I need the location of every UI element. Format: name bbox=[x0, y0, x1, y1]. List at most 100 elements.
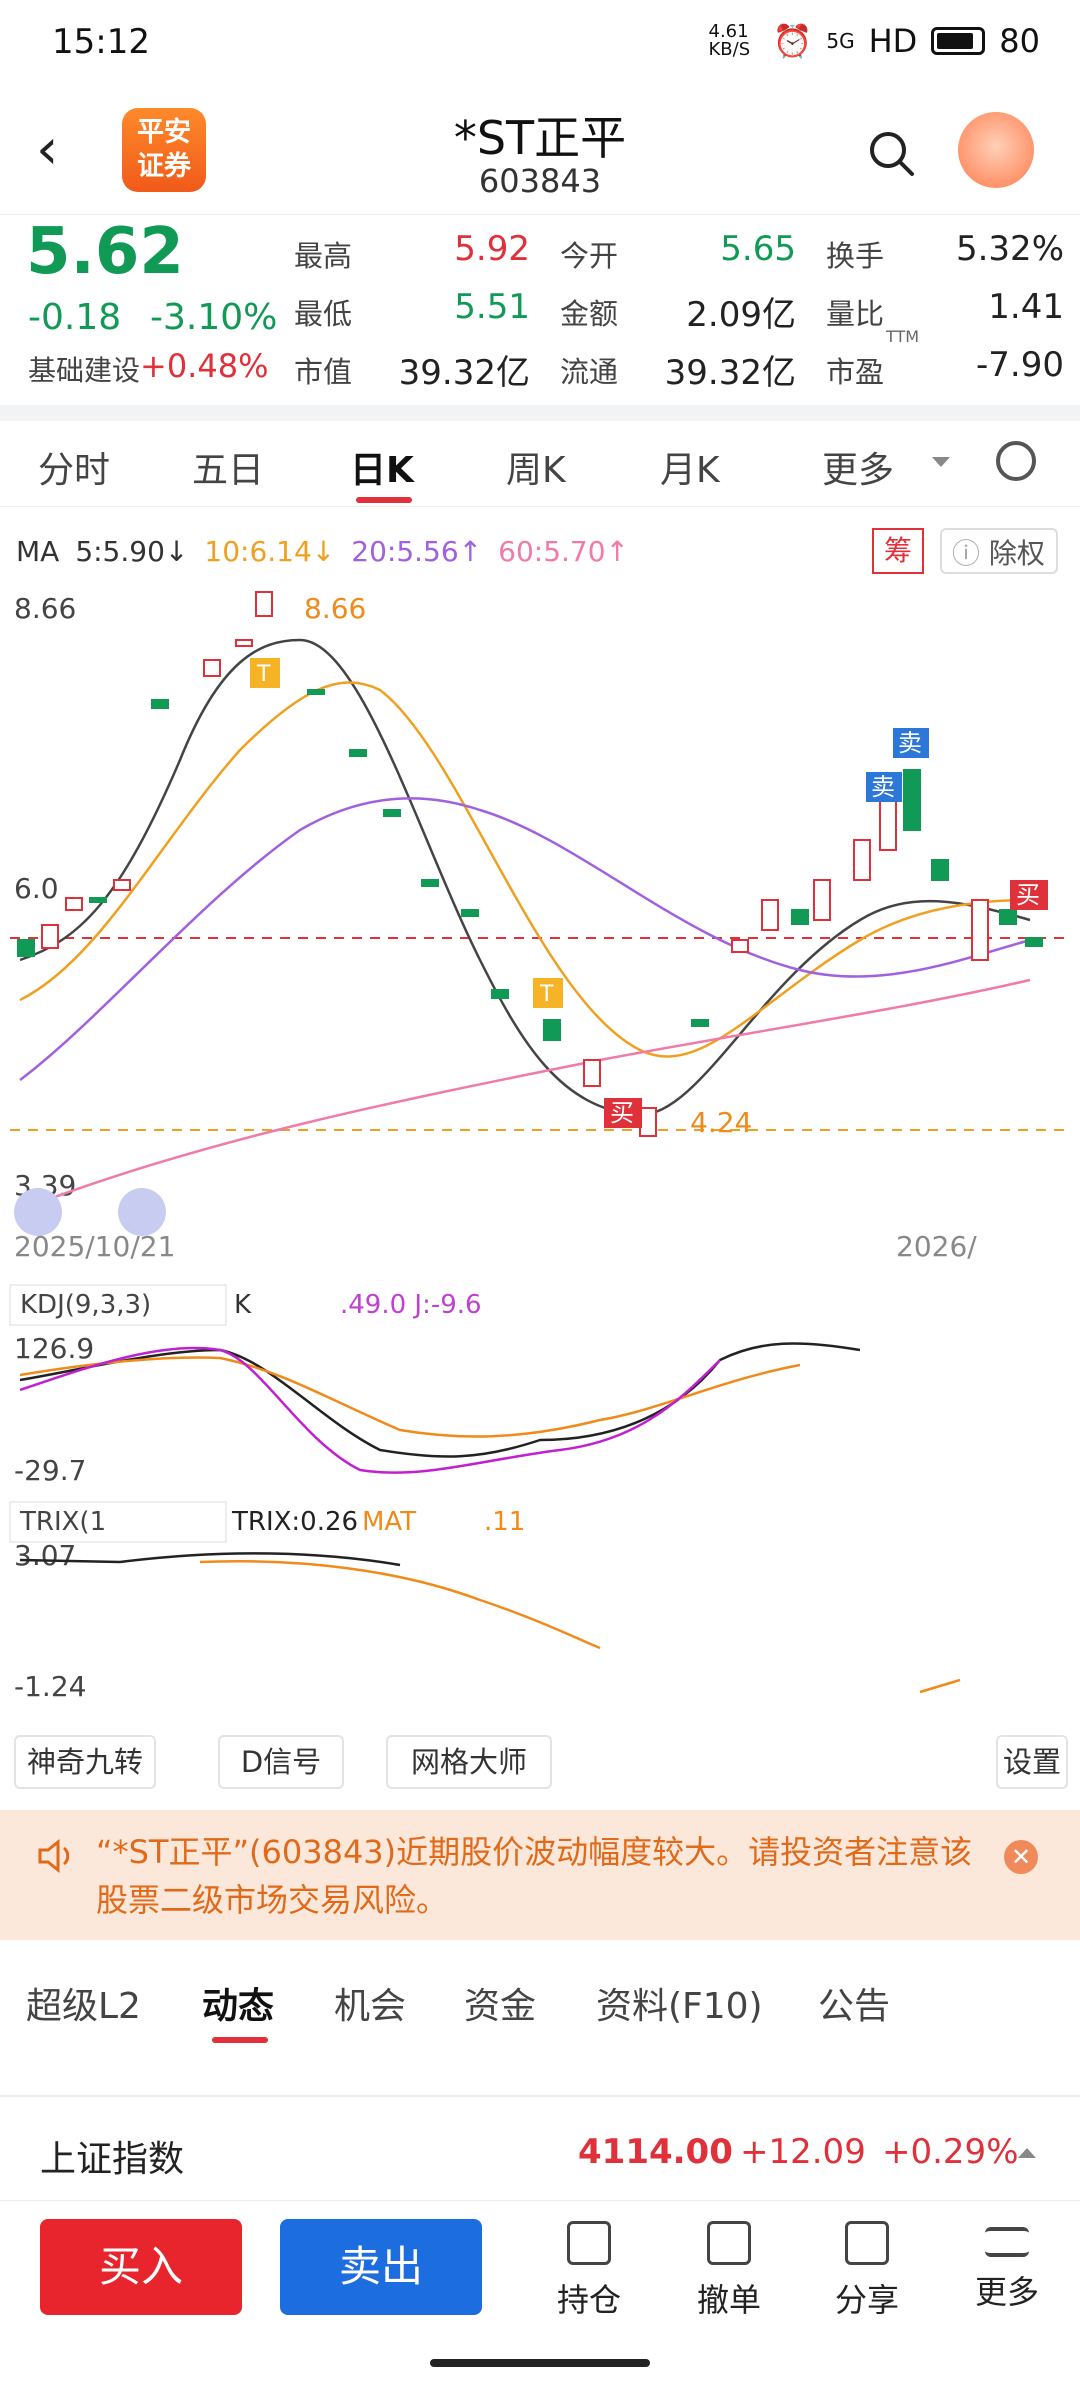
tab-more[interactable]: 更多 bbox=[822, 450, 895, 491]
status-icons: 4.61 KB/S ⏰ 5G HD 80 bbox=[709, 22, 1041, 60]
tab-month-k[interactable]: 月K bbox=[660, 450, 720, 491]
logo-line1: 平安 bbox=[137, 117, 191, 148]
index-ticker[interactable]: 上证指数 4114.00 +12.09 +0.29% bbox=[0, 2110, 1080, 2200]
y-mid-label: 6.0 bbox=[14, 872, 59, 905]
section-gap bbox=[0, 405, 1080, 421]
tab-announcement[interactable]: 公告 bbox=[818, 1986, 891, 2027]
tab-news[interactable]: 动态 bbox=[202, 1986, 275, 2027]
candle bbox=[65, 897, 83, 911]
close-icon[interactable]: ✕ bbox=[1004, 1840, 1038, 1874]
kdj-values: .49.0 J:-9.6 bbox=[340, 1290, 482, 1320]
hold-label: 持仓 bbox=[556, 2281, 621, 2319]
candle bbox=[543, 1019, 561, 1041]
menu-icon bbox=[985, 2227, 1029, 2257]
risk-warning-text: “*ST正平”(603843)近期股价波动幅度较大。请投资者注意该股票二级市场交… bbox=[96, 1833, 973, 1919]
share-action[interactable]: 分享 bbox=[822, 2221, 912, 2321]
low-value: 5.51 bbox=[454, 287, 530, 327]
sell-button[interactable]: 卖出 bbox=[280, 2219, 482, 2315]
home-indicator[interactable] bbox=[430, 2359, 650, 2367]
info-icon: ⓘ bbox=[952, 537, 981, 570]
tab-f10[interactable]: 资料(F10) bbox=[596, 1986, 763, 2027]
more-dropdown-icon[interactable] bbox=[932, 457, 950, 467]
indicator-tools: 神奇九转 D信号 网格大师 设置 bbox=[14, 1735, 1068, 1791]
candles-group bbox=[17, 591, 1043, 1137]
pe-label: 市盈 bbox=[826, 355, 885, 389]
kdj-selector[interactable] bbox=[9, 1284, 227, 1326]
buy-button[interactable]: 买入 bbox=[40, 2219, 242, 2315]
candle bbox=[461, 909, 479, 917]
candle bbox=[1025, 937, 1043, 947]
tab-super-l2[interactable]: 超级L2 bbox=[26, 1986, 141, 2027]
tool-d-signal[interactable]: D信号 bbox=[218, 1735, 344, 1789]
last-price: 5.62 bbox=[26, 215, 184, 289]
trix-ma-line-tail bbox=[919, 1678, 961, 1694]
header: ‹ 平安 证券 *ST正平 603843 bbox=[0, 90, 1080, 215]
kdj-j-line bbox=[19, 1346, 721, 1474]
ma-label[interactable]: MA bbox=[16, 535, 60, 568]
tab-five-day[interactable]: 五日 bbox=[192, 450, 265, 491]
stock-code: 603843 bbox=[478, 162, 602, 200]
tab-week-k[interactable]: 周K bbox=[506, 450, 566, 491]
kdj-k-prefix: K bbox=[234, 1290, 252, 1320]
trix-selector[interactable] bbox=[9, 1501, 227, 1543]
price-change: -0.18 bbox=[28, 297, 122, 338]
battery-level: 80 bbox=[999, 22, 1040, 60]
ma5-value: 5:5.90↓ bbox=[75, 535, 189, 568]
search-icon[interactable] bbox=[866, 128, 916, 178]
k-line-chart[interactable]: 8.66 6.0 3.39 8.66 4.24 T T 买 买 卖 卖 2025… bbox=[0, 580, 1080, 1730]
candle bbox=[853, 839, 871, 881]
sell-badge-label: 卖 bbox=[898, 729, 922, 757]
candle bbox=[491, 989, 509, 999]
cancel-order-action[interactable]: 撤单 bbox=[684, 2221, 774, 2321]
exright-button[interactable]: ⓘ 除权 bbox=[940, 528, 1058, 574]
candle bbox=[791, 909, 809, 925]
tab-opportunity[interactable]: 机会 bbox=[334, 1986, 407, 2027]
high-marker: 8.66 bbox=[304, 592, 366, 625]
caret-up-icon[interactable] bbox=[1018, 2148, 1036, 2158]
battery-icon bbox=[931, 27, 986, 55]
open-label: 今开 bbox=[560, 239, 619, 273]
trade-action-bar: 买入 卖出 持仓 撤单 分享 更多 bbox=[0, 2200, 1080, 2400]
tab-capital[interactable]: 资金 bbox=[464, 1986, 537, 2027]
t-badge bbox=[250, 658, 280, 688]
end-date: 2026/ bbox=[896, 1230, 977, 1263]
tab-fenshi[interactable]: 分时 bbox=[38, 450, 111, 491]
candle bbox=[113, 879, 131, 891]
candle bbox=[583, 1059, 601, 1087]
kdj-name: KDJ(9,3,3) bbox=[20, 1290, 151, 1320]
tool-magic-nine[interactable]: 神奇九转 bbox=[14, 1735, 156, 1789]
undo-icon bbox=[707, 2221, 751, 2265]
chip-distribution-button[interactable]: 筹 bbox=[872, 528, 924, 574]
list-icon bbox=[567, 2221, 611, 2265]
tab-day-k[interactable]: 日K bbox=[350, 450, 414, 491]
speaker-icon bbox=[38, 1838, 70, 1874]
trix-line bbox=[19, 1552, 401, 1567]
high-value: 5.92 bbox=[454, 229, 530, 269]
candle bbox=[203, 659, 221, 677]
vol-ratio-value: 1.41 bbox=[988, 287, 1064, 327]
candle bbox=[235, 639, 253, 647]
expand-left-icon[interactable] bbox=[14, 1188, 62, 1236]
buy-badge-label: 买 bbox=[610, 1099, 634, 1127]
trix-ma-line bbox=[199, 1560, 601, 1650]
hold-action[interactable]: 持仓 bbox=[544, 2221, 634, 2321]
candle bbox=[879, 799, 897, 851]
float-label: 流通 bbox=[560, 355, 619, 389]
tool-settings[interactable]: 设置 bbox=[996, 1735, 1068, 1789]
ma5-line bbox=[19, 638, 1031, 1117]
active-tab-indicator bbox=[356, 497, 412, 503]
cancel-label: 撤单 bbox=[696, 2281, 761, 2319]
share-icon bbox=[845, 2221, 889, 2265]
back-icon[interactable]: ‹ bbox=[36, 117, 59, 182]
alarm-icon: ⏰ bbox=[772, 22, 813, 60]
open-value: 5.65 bbox=[720, 229, 796, 269]
tool-grid-master[interactable]: 网格大师 bbox=[386, 1735, 552, 1789]
sector-name[interactable]: 基础建设 bbox=[28, 354, 141, 387]
broker-logo: 平安 证券 bbox=[122, 108, 206, 192]
sector-change: +0.48% bbox=[140, 347, 269, 385]
candle bbox=[383, 809, 401, 817]
more-action[interactable]: 更多 bbox=[962, 2221, 1052, 2313]
gear-icon[interactable] bbox=[996, 441, 1036, 481]
fullscreen-icon[interactable] bbox=[118, 1188, 166, 1236]
assistant-avatar[interactable] bbox=[958, 112, 1034, 188]
